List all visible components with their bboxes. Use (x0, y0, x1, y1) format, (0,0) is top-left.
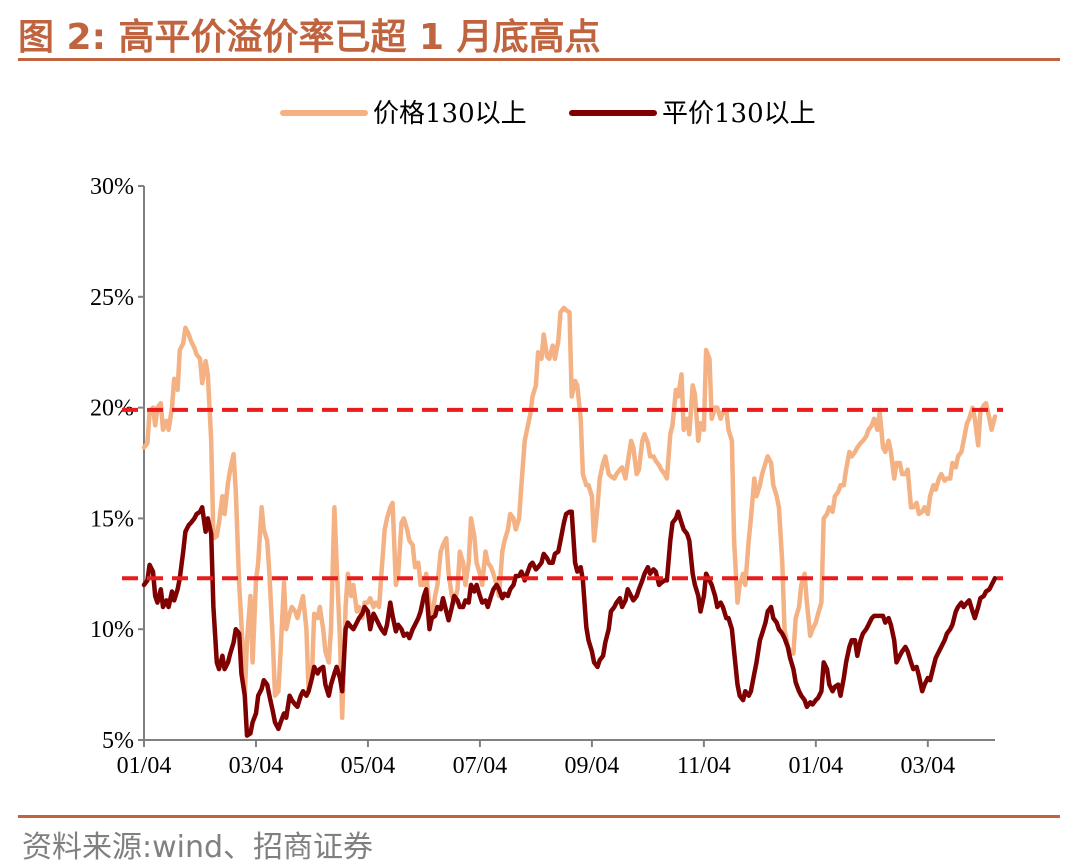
series-line-price (141, 305, 998, 721)
line-chart: 价格130以上 平价130以上 5%10%15%20%25%30%01/04 03/… (90, 99, 1003, 779)
x-tick-label: 03/04 (900, 753, 955, 779)
legend: 价格130以上 平价130以上 (280, 99, 816, 129)
x-tick-label: 11/04 (677, 753, 731, 779)
figure-title: 图 2: 高平价溢价率已超 1 月底高点 (18, 17, 601, 58)
x-tick-label: 09/04 (565, 753, 620, 779)
y-tick-label: 10% (90, 617, 134, 643)
series-line-parity (141, 505, 998, 738)
source-note: 资料来源:wind、招商证券 (22, 830, 374, 865)
x-tick-label: 03/04 (229, 753, 284, 779)
title-divider (18, 58, 1060, 61)
x-tick-label: 07/04 (453, 753, 508, 779)
legend-label: 平价130以上 (662, 99, 816, 129)
x-tick-label: 01/04 (789, 753, 844, 779)
y-tick-label: 30% (90, 174, 134, 200)
y-tick-label: 5% (102, 728, 134, 754)
plot-area: 5%10%15%20%25%30%01/04 03/04 05/04 07/04 09/… (90, 174, 1003, 779)
x-tick-label: 01/04 (117, 753, 172, 779)
legend-label: 价格130以上 (373, 99, 527, 129)
y-tick-label: 25% (90, 285, 134, 311)
source-divider (18, 815, 1060, 818)
x-tick-label: 05/04 (341, 753, 396, 779)
y-tick-label: 15% (90, 506, 134, 532)
